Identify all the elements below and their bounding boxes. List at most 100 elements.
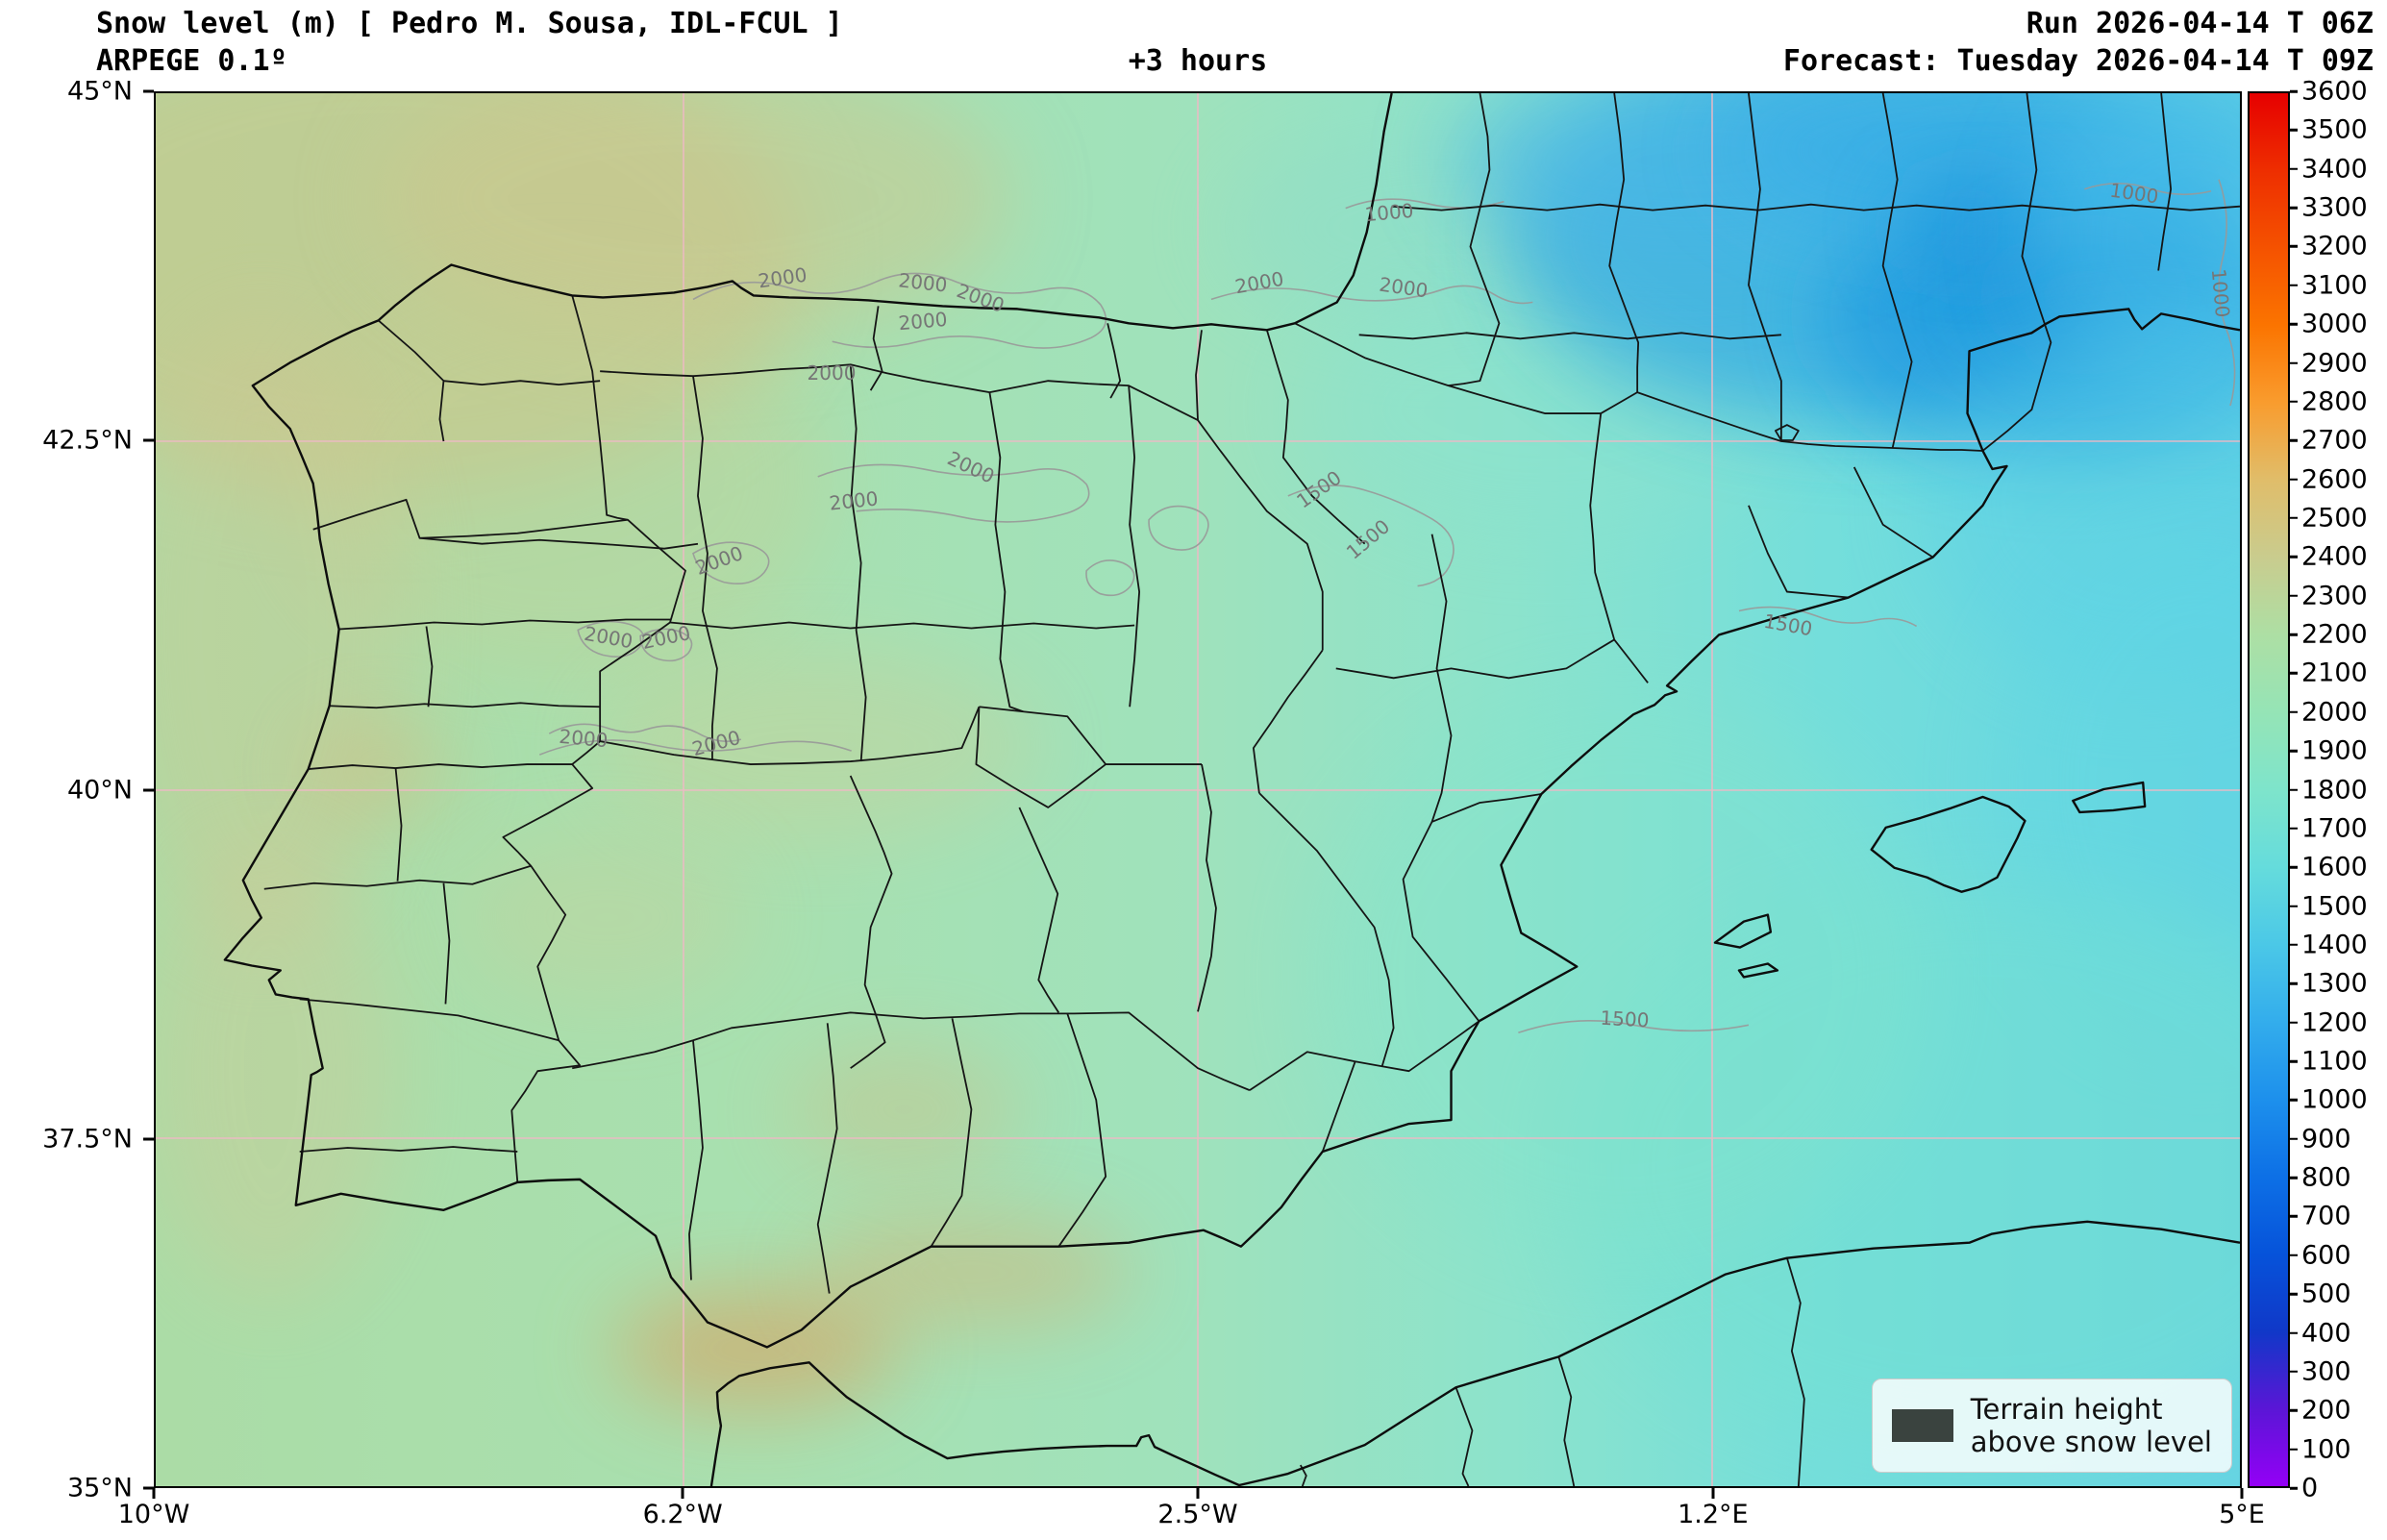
colorbar-tick-mark — [2290, 827, 2298, 831]
colorbar-tick-mark — [2290, 1099, 2298, 1102]
colorbar-tick-mark — [2290, 1331, 2298, 1334]
colorbar-tick-label: 700 — [2301, 1201, 2351, 1231]
contour-label: 1500 — [1599, 1006, 1651, 1032]
colorbar-tick-mark — [2290, 594, 2298, 597]
colorbar-tick-mark — [2290, 1059, 2298, 1063]
map-title: Snow level (m) [ Pedro M. Sousa, IDL-FCU… — [96, 7, 843, 40]
colorbar-tick-label: 300 — [2301, 1356, 2351, 1387]
colorbar-tick-mark — [2290, 361, 2298, 364]
y-tick-label: 35°N — [66, 1473, 133, 1503]
colorbar-tick-mark — [2290, 982, 2298, 985]
contour-label: 2000 — [897, 268, 949, 297]
colorbar-tick-mark — [2290, 749, 2298, 753]
map-plot-area: 2000 2000 2000 2000 2000 2000 2000 2000 2000 2000… — [154, 91, 2242, 1488]
forecast-time-label: Forecast: Tuesday 2026-04-14 T 09Z — [1782, 44, 2374, 78]
colorbar-tick-mark — [2290, 788, 2298, 791]
contour-label: 2000 — [807, 361, 857, 385]
colorbar-tick-label: 3500 — [2301, 114, 2368, 145]
colorbar-tick-label: 600 — [2301, 1240, 2351, 1271]
colorbar-tick-label: 2100 — [2301, 658, 2368, 688]
colorbar-tick-mark — [2290, 1292, 2298, 1296]
colorbar-tick-label: 1000 — [2301, 1084, 2368, 1115]
y-axis-tick-marks — [143, 89, 154, 1490]
colorbar-tick-mark — [2290, 322, 2298, 326]
colorbar-tick-label: 3300 — [2301, 192, 2368, 223]
colorbar-tick-label: 2600 — [2301, 464, 2368, 495]
terrain-legend-text: Terrain height above snow level — [1971, 1393, 2212, 1458]
colorbar-tick-label: 1500 — [2301, 891, 2368, 922]
colorbar-tick-mark — [2290, 1021, 2298, 1024]
contour-label: 2000 — [897, 307, 949, 335]
x-axis-tick-labels: 10°W 6.2°W 2.5°W 1.2°E 5°E — [118, 1500, 2265, 1538]
colorbar-tick-mark — [2290, 129, 2298, 132]
colorbar-tick-label: 1400 — [2301, 930, 2368, 960]
model-label: ARPEGE 0.1º — [96, 44, 287, 78]
terrain-legend-line1: Terrain height — [1970, 1392, 2163, 1426]
x-tick-label: 6.2°W — [642, 1500, 723, 1529]
colorbar-tick-mark — [2290, 284, 2298, 287]
x-tick-mark — [1196, 1488, 1200, 1499]
colorbar-tick-mark — [2290, 439, 2298, 442]
colorbar-tick-labels: 3600 3500 3400 3300 3200 3100 3000 2900 2800 2700… — [2301, 77, 2386, 1503]
x-tick-label: 5°E — [2219, 1500, 2265, 1529]
y-axis-tick-labels: 45°N 42.5°N 40°N 37.5°N 35°N — [0, 77, 142, 1503]
terrain-legend-line2: above snow level — [1970, 1425, 2212, 1458]
colorbar-tick-label: 2200 — [2301, 619, 2368, 650]
colorbar-tick-mark — [2290, 943, 2298, 947]
colorbar-tick-label: 2900 — [2301, 348, 2368, 379]
colorbar-tick-mark — [2290, 1448, 2298, 1451]
y-tick-mark — [143, 438, 154, 442]
colorbar-tick-label: 2300 — [2301, 581, 2368, 611]
colorbar-tick-label: 0 — [2301, 1473, 2319, 1503]
x-tick-mark — [681, 1488, 684, 1499]
x-tick-mark — [2240, 1488, 2244, 1499]
colorbar-tick-mark — [2290, 1486, 2298, 1490]
contour-label: 1000 — [1363, 198, 1415, 227]
y-tick-mark — [143, 788, 154, 791]
colorbar-tick-label: 2800 — [2301, 386, 2368, 417]
colorbar-tick-mark — [2290, 710, 2298, 714]
contour-label: 1000 — [2206, 267, 2235, 319]
y-tick-mark — [143, 1486, 154, 1490]
colorbar-tick-mark — [2290, 1215, 2298, 1218]
y-tick-label: 37.5°N — [42, 1124, 133, 1155]
colorbar-tick-label: 2000 — [2301, 697, 2368, 728]
colorbar-tick-mark — [2290, 1254, 2298, 1257]
colorbar-tick-marks — [2290, 89, 2298, 1490]
colorbar-tick-label: 800 — [2301, 1162, 2351, 1193]
colorbar-tick-label: 3400 — [2301, 154, 2368, 185]
admin-boundaries — [263, 93, 2240, 1486]
x-tick-label: 1.2°E — [1678, 1500, 1749, 1529]
snow-level-isolines — [538, 179, 2236, 1034]
country-coastlines — [223, 93, 2240, 1486]
y-tick-label: 40°N — [66, 775, 133, 805]
colorbar-tick-label: 3100 — [2301, 270, 2368, 301]
colorbar-tick-mark — [2290, 245, 2298, 248]
colorbar-tick-label: 200 — [2301, 1395, 2351, 1426]
terrain-legend: Terrain height above snow level — [1871, 1378, 2232, 1473]
colorbar-tick-label: 100 — [2301, 1434, 2351, 1465]
colorbar-tick-label: 2400 — [2301, 541, 2368, 572]
x-tick-label: 2.5°W — [1157, 1500, 1238, 1529]
colorbar-tick-label: 3600 — [2301, 76, 2368, 107]
colorbar-tick-mark — [2290, 672, 2298, 675]
x-tick-label: 10°W — [117, 1500, 190, 1529]
x-axis-tick-marks — [152, 1488, 2244, 1499]
y-tick-label: 45°N — [66, 76, 133, 107]
colorbar-tick-mark — [2290, 1176, 2298, 1180]
colorbar-tick-mark — [2290, 633, 2298, 636]
colorbar-tick-label: 1800 — [2301, 775, 2368, 805]
colorbar-tick-label: 2700 — [2301, 425, 2368, 456]
contour-label: 2000 — [558, 724, 609, 753]
y-tick-mark — [143, 1137, 154, 1141]
colorbar-tick-mark — [2290, 905, 2298, 907]
x-tick-mark — [1711, 1488, 1715, 1499]
colorbar-tick-label: 3000 — [2301, 309, 2368, 339]
colorbar — [2248, 91, 2290, 1488]
colorbar-tick-label: 1900 — [2301, 735, 2368, 766]
colorbar-tick-label: 1600 — [2301, 852, 2368, 882]
y-tick-label: 42.5°N — [42, 425, 133, 456]
colorbar-tick-mark — [2290, 1370, 2298, 1374]
colorbar-tick-mark — [2290, 89, 2298, 93]
